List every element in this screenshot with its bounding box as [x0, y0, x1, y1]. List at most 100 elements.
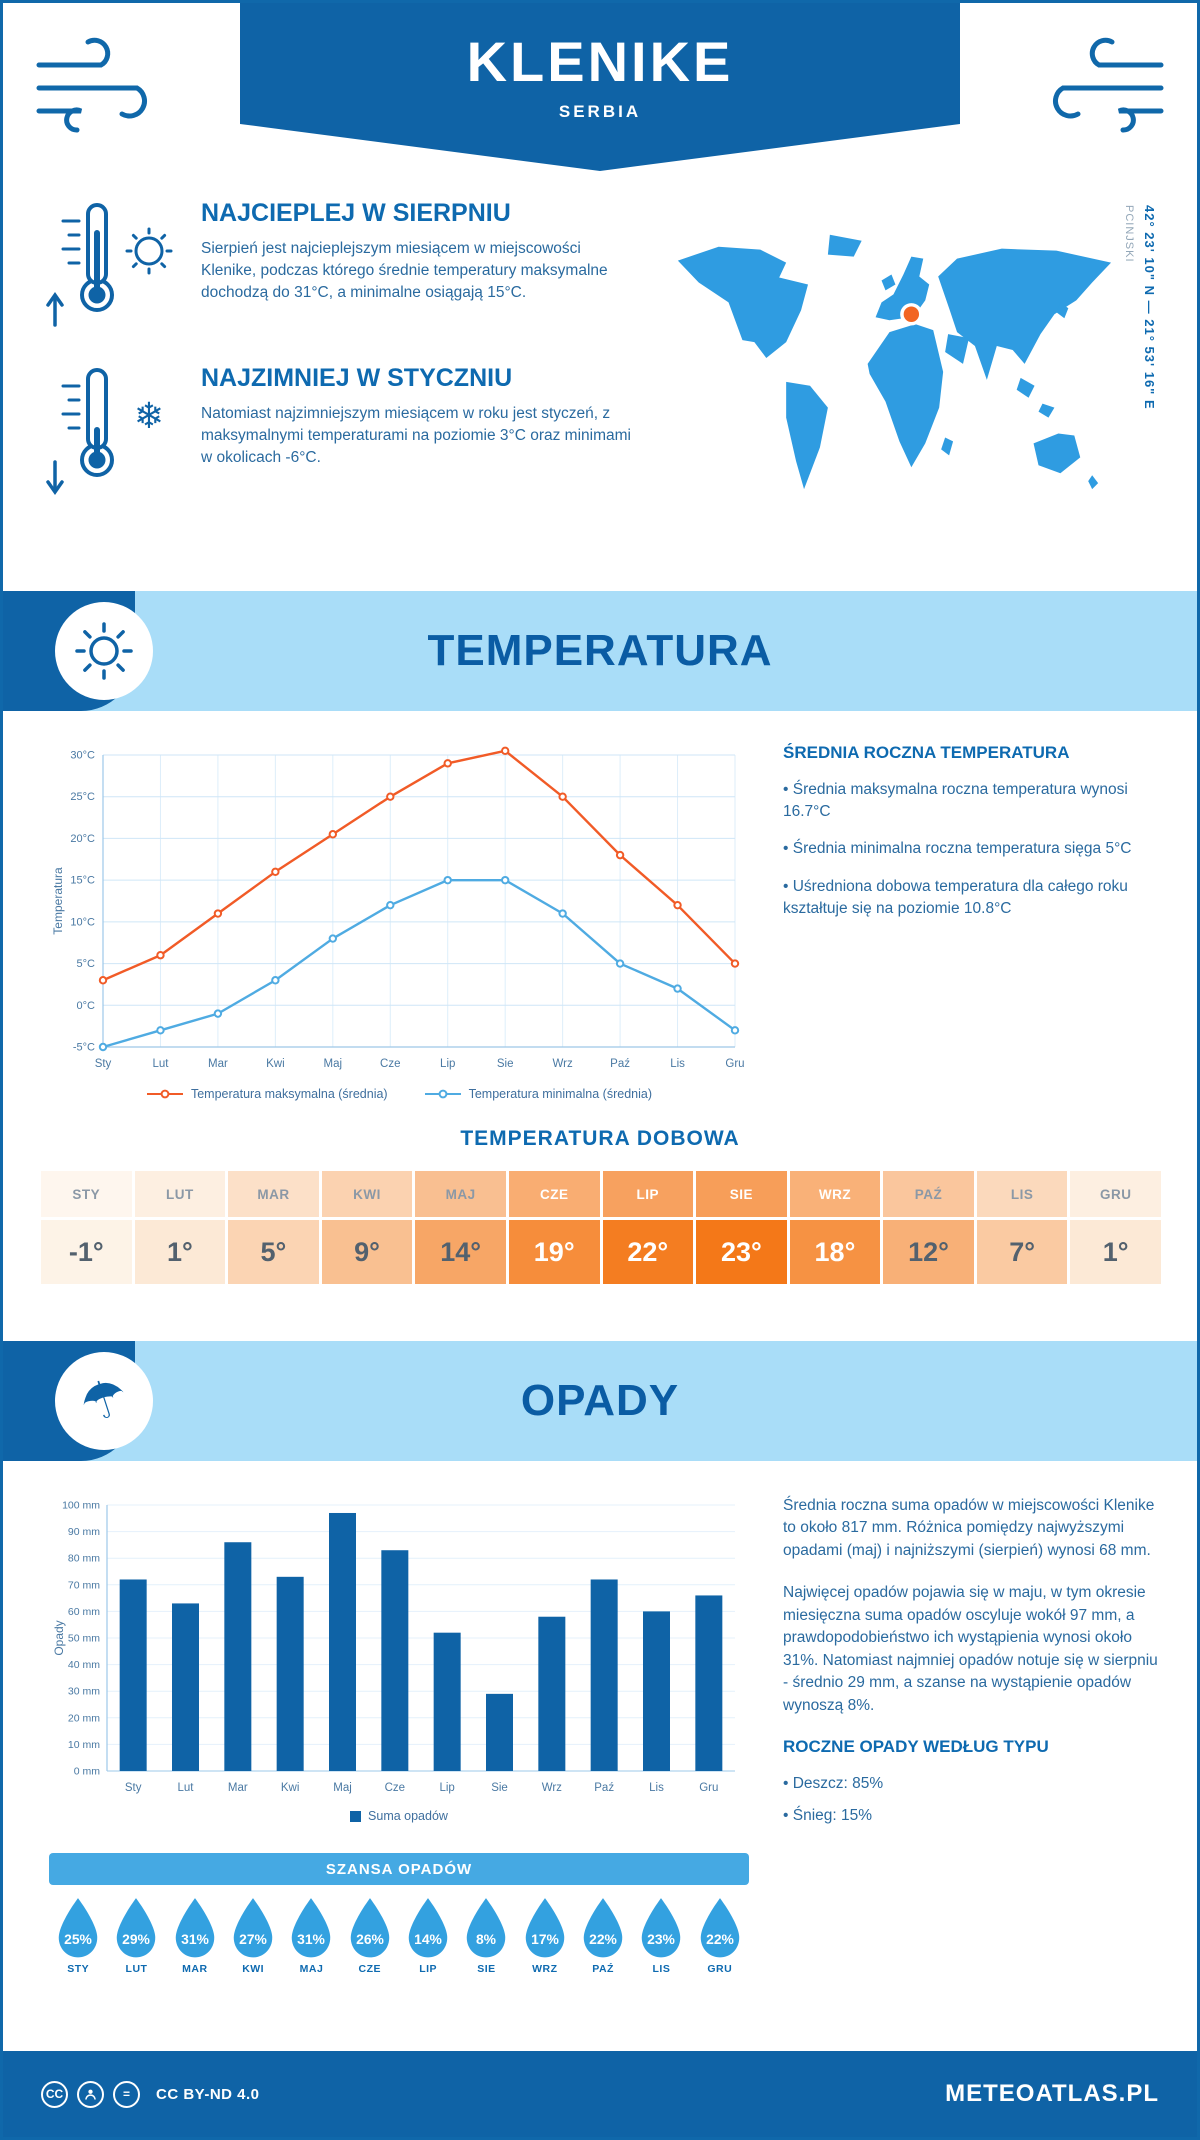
- svg-text:Gru: Gru: [699, 1782, 718, 1794]
- region-label: PCINJSKI: [1123, 205, 1135, 263]
- daily-table-value-cell: 18°: [789, 1220, 881, 1284]
- precip-bar: [329, 1512, 356, 1771]
- bar-chart-legend: Suma opadów: [49, 1809, 749, 1823]
- svg-text:Maj: Maj: [333, 1782, 352, 1794]
- legend-item: Suma opadów: [350, 1809, 448, 1823]
- svg-text:22%: 22%: [706, 1931, 734, 1947]
- svg-text:Wrz: Wrz: [553, 1058, 573, 1070]
- raindrop-icon: 26%: [350, 1898, 390, 1958]
- page-title: KLENIKE: [466, 30, 734, 93]
- precip-chance-item: 23% LIS: [632, 1897, 690, 1975]
- continents: [677, 234, 1112, 490]
- daily-temperature-table: STY LUT MAR KWI MAJ CZE LIP SIE WRZ PAŹ LIS GRU -1° 1…: [41, 1171, 1161, 1284]
- svg-text:Paź: Paź: [594, 1782, 614, 1794]
- svg-text:31%: 31%: [181, 1931, 209, 1947]
- page-subtitle: SERBIA: [558, 102, 642, 121]
- daily-table-value-cell: 5°: [228, 1220, 319, 1284]
- drop-month-label: CZE: [358, 1963, 382, 1975]
- drop-month-label: MAR: [182, 1963, 208, 1975]
- daily-table-month-header: SIE: [696, 1171, 787, 1217]
- svg-text:15°C: 15°C: [70, 875, 95, 887]
- snowflake-icon: ❄: [134, 395, 164, 436]
- world-map: [655, 199, 1120, 507]
- precipitation-section-title: OPADY: [520, 1376, 680, 1425]
- precip-type-heading: ROCZNE OPADY WEDŁUG TYPU: [783, 1737, 1049, 1757]
- raindrop-icon: 29%: [117, 1898, 156, 1958]
- coldest-month-block: ❄ NAJZIMNIEJ W STYCZNIU Natomiast najzim…: [43, 364, 655, 499]
- daily-table-month-header: LIS: [976, 1171, 1068, 1217]
- temperature-section-title: TEMPERATURA: [427, 626, 773, 675]
- daily-table-month-header: PAŹ: [883, 1171, 974, 1217]
- svg-text:-5°C: -5°C: [73, 1042, 95, 1054]
- svg-text:Maj: Maj: [324, 1058, 343, 1070]
- umbrella-icon: ☂: [55, 1352, 153, 1450]
- svg-text:20°C: 20°C: [70, 833, 95, 845]
- coldest-text: Natomiast najzimniejszym miesiącem w rok…: [201, 405, 631, 466]
- drop-month-label: MAJ: [299, 1963, 324, 1975]
- precip-bar: [224, 1542, 252, 1771]
- svg-text:60 mm: 60 mm: [68, 1606, 100, 1618]
- drop-month-label: PAŹ: [592, 1963, 614, 1975]
- svg-text:31%: 31%: [298, 1931, 326, 1947]
- temperature-chart-column: 30°C 25°C 20°C 15°C 10°C 5°C 0°C -5°C Sty Lut Mar K…: [49, 743, 749, 1101]
- raindrop-icon: 23%: [642, 1898, 681, 1958]
- daily-table-month-header: CZE: [508, 1171, 600, 1217]
- precipitation-content: 0 mm 10 mm 20 mm 30 mm 40 mm 50 mm 60 mm 70 mm 8…: [49, 1495, 1161, 1975]
- thermometer-cold-icon: ❄: [43, 364, 193, 499]
- svg-text:Sty: Sty: [125, 1782, 142, 1794]
- precip-bar: [486, 1693, 513, 1771]
- daily-table-value-cell: 9°: [321, 1220, 413, 1284]
- svg-text:Kwi: Kwi: [266, 1058, 285, 1070]
- svg-text:90 mm: 90 mm: [68, 1526, 100, 1538]
- license-label: CC BY-ND 4.0: [156, 2085, 260, 2103]
- daily-temperature-heading: TEMPERATURA DOBOWA: [460, 1127, 740, 1150]
- daily-table-month-header: MAR: [228, 1171, 319, 1217]
- daily-table-month-header: GRU: [1070, 1171, 1161, 1217]
- svg-text:100 mm: 100 mm: [62, 1500, 100, 1512]
- svg-text:0°C: 0°C: [77, 1000, 96, 1012]
- sun-icon: [125, 227, 173, 275]
- annual-temperature-column: ŚREDNIA ROCZNA TEMPERATURA • Średnia mak…: [783, 743, 1161, 1101]
- coordinates-label: 42° 23' 10" N — 21° 53' 16" E: [1142, 205, 1157, 410]
- daily-table-month-header: MAJ: [415, 1171, 506, 1217]
- annual-temp-bullet: • Uśredniona dobowa temperatura dla całe…: [783, 878, 1128, 917]
- raindrop-icon: 17%: [525, 1898, 565, 1958]
- svg-text:Kwi: Kwi: [281, 1782, 300, 1794]
- svg-text:Mar: Mar: [208, 1058, 228, 1070]
- warmest-text: Sierpień jest najcieplejszym miesiącem w…: [201, 240, 608, 301]
- svg-text:23%: 23%: [648, 1931, 676, 1947]
- arrow-down-icon: [46, 460, 64, 496]
- svg-text:27%: 27%: [239, 1931, 267, 1947]
- temperature-banner: TEMPERATURA: [3, 591, 1197, 711]
- drop-month-label: LUT: [125, 1963, 148, 1975]
- precip-bar: [643, 1611, 670, 1771]
- svg-text:14%: 14%: [414, 1931, 442, 1947]
- daily-table-value-cell: 22°: [602, 1220, 694, 1284]
- svg-text:26%: 26%: [356, 1931, 384, 1947]
- svg-text:Mar: Mar: [228, 1782, 248, 1794]
- svg-text:22%: 22%: [589, 1931, 617, 1947]
- daily-table-value-cell: 19°: [508, 1220, 600, 1284]
- precip-chance-item: 27% KWI: [224, 1897, 282, 1975]
- max-temp-line: [102, 749, 736, 982]
- annual-temp-heading: ŚREDNIA ROCZNA TEMPERATURA: [783, 743, 1070, 762]
- title-banner: KLENIKE SERBIA: [240, 3, 960, 171]
- drop-month-label: WRZ: [532, 1963, 558, 1975]
- raindrop-icon: 31%: [175, 1898, 215, 1958]
- svg-text:Lip: Lip: [440, 1058, 455, 1070]
- intro-section: NAJCIEPLEJ W SIERPNIU Sierpień jest najc…: [43, 199, 655, 529]
- daily-table-value-cell: 7°: [976, 1220, 1068, 1284]
- svg-text:Opady: Opady: [52, 1620, 66, 1655]
- warmest-heading: NAJCIEPLEJ W SIERPNIU: [201, 199, 511, 227]
- svg-text:17%: 17%: [531, 1931, 559, 1947]
- coldest-heading: NAJZIMNIEJ W STYCZNIU: [201, 364, 513, 392]
- svg-text:20 mm: 20 mm: [68, 1712, 100, 1724]
- precip-bar: [172, 1603, 199, 1771]
- raindrop-icon: 27%: [233, 1898, 273, 1958]
- drop-month-label: KWI: [242, 1963, 265, 1975]
- brand-logo: METEOATLAS.PL: [945, 2080, 1159, 2107]
- svg-text:40 mm: 40 mm: [68, 1659, 100, 1671]
- precip-bar: [381, 1550, 409, 1771]
- svg-text:Temperatura: Temperatura: [51, 867, 65, 935]
